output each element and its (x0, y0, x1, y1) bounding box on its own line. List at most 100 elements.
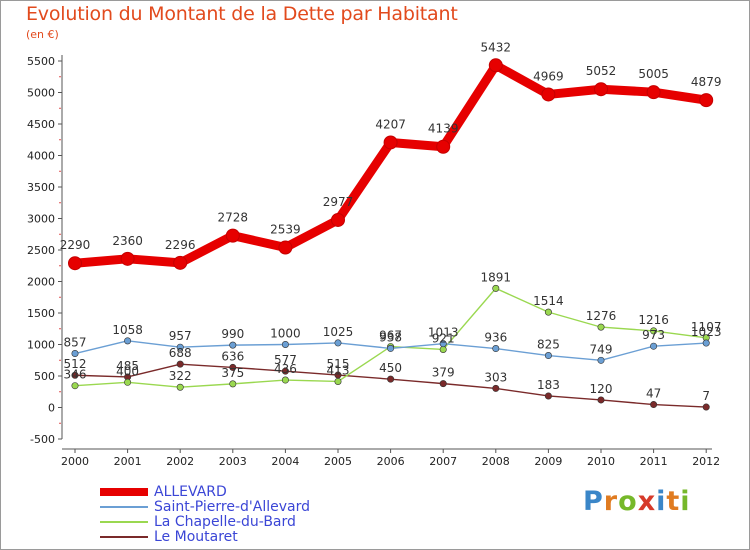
legend-label-le-moutaret: Le Moutaret (154, 529, 238, 545)
data-point (699, 93, 714, 108)
data-point (492, 345, 500, 353)
data-point (124, 337, 132, 345)
legend-label-saint-pierre: Saint-Pierre-d'Allevard (154, 499, 310, 515)
data-label: 5005 (638, 67, 669, 81)
data-label: 400 (116, 364, 139, 378)
data-point (544, 352, 552, 360)
data-point (650, 401, 658, 409)
data-label: 436 (274, 362, 297, 376)
x-tick-label: 2000 (61, 455, 89, 468)
legend-swatch-allevard (100, 488, 148, 496)
y-tick-label: 5000 (27, 87, 55, 100)
data-label: 2290 (60, 238, 91, 252)
data-point (646, 85, 661, 100)
data-label: 485 (116, 359, 139, 373)
data-label: 1058 (112, 323, 143, 337)
data-label: 322 (169, 369, 192, 383)
data-point (120, 251, 135, 266)
data-label: 2728 (218, 211, 249, 225)
data-label: 636 (221, 349, 244, 363)
data-label: 825 (537, 338, 560, 352)
legend-item-le-moutaret: Le Moutaret (100, 529, 238, 545)
x-tick-label: 2001 (114, 455, 142, 468)
logo-letter: P (583, 486, 604, 517)
legend-item-allevard: ALLEVARD (100, 484, 227, 500)
data-label: 47 (646, 387, 661, 401)
data-point (650, 342, 658, 350)
data-point (544, 308, 552, 316)
data-label: 4207 (375, 117, 406, 131)
data-label: 967 (379, 329, 402, 343)
data-label: 120 (590, 382, 613, 396)
x-tick-label: 2006 (377, 455, 405, 468)
data-point (541, 87, 556, 102)
logo-letter: x (637, 486, 657, 517)
legend-label-allevard: ALLEVARD (154, 484, 227, 500)
data-point (597, 323, 605, 331)
data-label: 1514 (533, 294, 564, 308)
y-tick-label: 1500 (27, 307, 55, 320)
x-tick-label: 2008 (482, 455, 510, 468)
data-label: 1107 (691, 320, 722, 334)
logo-letter: i (656, 486, 667, 517)
logo-letter: r (603, 486, 619, 517)
legend-label-la-chapelle: La Chapelle-du-Bard (154, 514, 296, 530)
data-point (439, 340, 447, 348)
data-point (225, 228, 240, 243)
data-point (229, 363, 237, 371)
data-label: 5432 (481, 40, 512, 54)
data-point (702, 403, 710, 411)
x-tick-label: 2004 (271, 455, 299, 468)
data-point (281, 340, 289, 348)
data-label: 4879 (691, 75, 722, 89)
data-point (71, 371, 79, 379)
x-tick-label: 2011 (640, 455, 668, 468)
legend-item-la-chapelle: La Chapelle-du-Bard (100, 514, 296, 530)
data-label: 921 (432, 331, 455, 345)
data-point (387, 344, 395, 352)
data-point (436, 139, 451, 154)
y-tick-label: -500 (30, 433, 55, 446)
legend-swatch-saint-pierre (100, 506, 148, 508)
data-point (173, 255, 188, 270)
data-label: 936 (484, 331, 507, 345)
data-point (650, 327, 658, 335)
data-label: 688 (169, 346, 192, 360)
x-tick-label: 2003 (219, 455, 247, 468)
data-label: 2296 (165, 238, 196, 252)
data-point (383, 135, 398, 150)
data-point (488, 58, 503, 73)
y-tick-label: 500 (34, 370, 55, 383)
data-point (594, 82, 608, 97)
y-tick-label: 2500 (27, 244, 55, 257)
data-point (124, 378, 132, 386)
data-point (597, 396, 605, 404)
data-point (387, 375, 395, 383)
data-label: 303 (484, 370, 507, 384)
data-label: 973 (642, 328, 665, 342)
chart-title: Evolution du Montant de la Dette par Hab… (26, 3, 458, 25)
legend-item-saint-pierre: Saint-Pierre-d'Allevard (100, 499, 310, 515)
line-chart: -500 0 500 1000 1500 2000 2500 3000 3500 4000 4500… (27, 40, 722, 468)
data-point (331, 212, 345, 227)
data-point (71, 350, 79, 358)
x-tick-label: 2012 (692, 455, 720, 468)
data-point (68, 256, 82, 271)
data-label: 1023 (691, 325, 722, 339)
x-tick-label: 2007 (429, 455, 457, 468)
data-point (278, 240, 293, 255)
x-tick-label: 2009 (534, 455, 562, 468)
data-label: 1000 (270, 327, 301, 341)
data-point (702, 339, 710, 347)
data-label: 7 (702, 389, 710, 403)
data-point (439, 345, 447, 353)
data-label: 938 (379, 330, 402, 344)
data-label: 749 (590, 342, 613, 356)
data-label: 1013 (428, 326, 459, 340)
data-point (176, 343, 184, 351)
data-label: 1025 (323, 325, 354, 339)
data-label: 4969 (533, 69, 564, 83)
data-label: 857 (64, 336, 87, 350)
logo-letter: i (680, 486, 691, 517)
logo-letter: o (618, 486, 638, 517)
